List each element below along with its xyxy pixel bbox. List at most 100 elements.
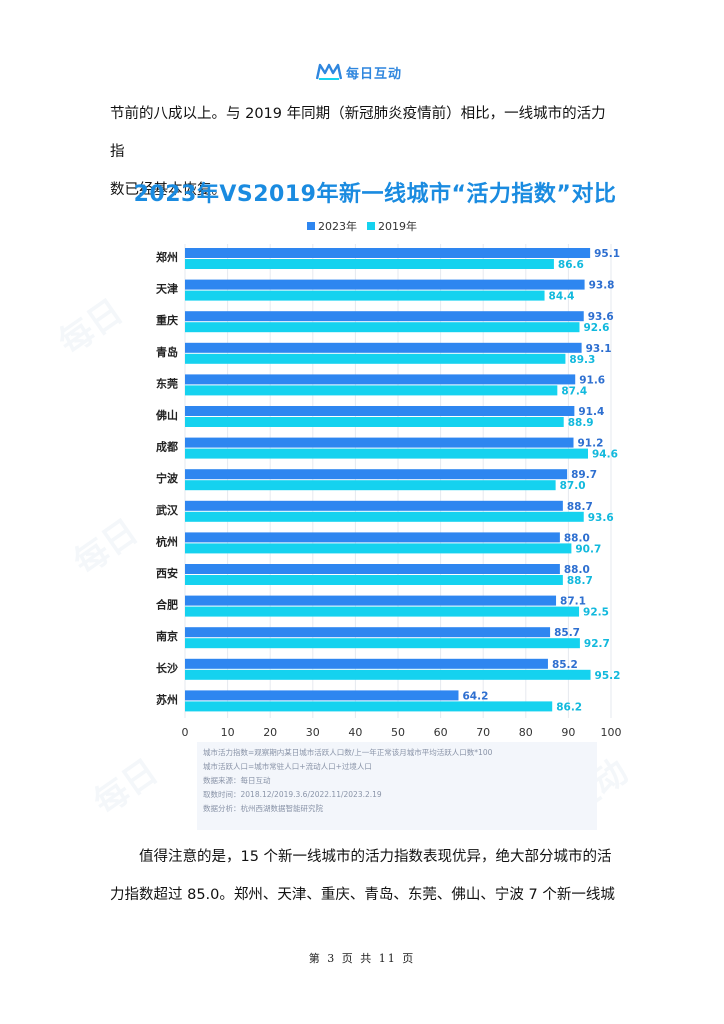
paragraph-line: 值得注意的是，15 个新一线城市的活力指数表现优异，绝大部分城市的活 (139, 849, 612, 865)
bar-2019 (185, 575, 563, 585)
category-label: 杭州 (156, 534, 178, 548)
category-label: 西安 (156, 566, 178, 580)
chart-note: 城市活力指数=观察期内某日城市活跃人口数/上一年正常该月城市平均活跃人口数*10… (203, 748, 493, 757)
bar-2023 (185, 374, 576, 385)
x-tick-label: 40 (348, 726, 362, 739)
bar-2023 (185, 690, 459, 701)
chart-note: 数据分析：杭州西湖数据智能研究院 (203, 804, 323, 813)
data-label: 87.4 (561, 385, 587, 397)
bar-2019 (185, 259, 554, 269)
bar-2019 (185, 353, 566, 364)
bar-2023 (185, 437, 574, 448)
bar-2019 (185, 638, 580, 649)
data-label: 90.7 (575, 543, 601, 555)
x-tick-label: 60 (434, 726, 448, 739)
paragraph-line: 力指数超过 85.0。郑州、天津、重庆、青岛、东莞、佛山、宁波 7 个新一线城 (110, 887, 615, 903)
header-logo: 每日互动 (316, 62, 402, 82)
legend-label: 2019年 (378, 220, 417, 233)
bar-2019 (185, 480, 556, 491)
data-label: 91.6 (579, 374, 605, 386)
x-tick-label: 50 (391, 726, 405, 739)
data-label: 95.1 (594, 248, 620, 260)
data-label: 89.7 (571, 469, 597, 481)
bar-2023 (185, 248, 591, 258)
data-label: 88.7 (567, 501, 593, 513)
x-tick-label: 10 (221, 726, 235, 739)
bar-2019 (185, 448, 588, 459)
legend-swatch-2023 (307, 222, 315, 230)
category-label: 重庆 (156, 313, 178, 327)
data-label: 91.4 (578, 406, 604, 418)
data-label: 85.7 (554, 627, 580, 639)
bar-2023 (185, 595, 557, 606)
data-label: 86.2 (556, 701, 582, 713)
category-label: 合肥 (156, 598, 178, 612)
bar-2019 (185, 385, 558, 396)
data-label: 86.6 (558, 259, 584, 271)
data-label: 88.0 (564, 532, 590, 544)
x-tick-label: 20 (263, 726, 277, 739)
x-tick-label: 30 (306, 726, 320, 739)
data-label: 91.2 (578, 438, 604, 450)
category-label: 宁波 (156, 471, 179, 485)
paragraph-line: 数已经基本恢复。 (110, 182, 226, 198)
x-tick-label: 80 (519, 726, 533, 739)
bar-2023 (185, 311, 584, 322)
bar-2019 (185, 606, 580, 617)
chart-notes: 城市活力指数=观察期内某日城市活跃人口数/上一年正常该月城市平均活跃人口数*10… (197, 742, 597, 830)
data-label: 87.0 (560, 480, 586, 492)
category-label: 南京 (156, 629, 178, 643)
data-label: 92.6 (583, 322, 609, 334)
bar-2023 (185, 532, 560, 543)
category-label: 青岛 (156, 345, 178, 359)
category-label: 成都 (156, 440, 178, 454)
data-label: 93.6 (588, 311, 614, 323)
paragraph-line: 节前的八成以上。与 2019 年同期（新冠肺炎疫情前）相比，一线城市的活力指 (110, 106, 606, 160)
legend-label: 2023年 (318, 220, 357, 233)
category-label: 佛山 (155, 408, 178, 422)
x-tick-label: 90 (561, 726, 575, 739)
data-label: 84.4 (549, 291, 575, 303)
bar-2019 (185, 290, 545, 301)
bar-2019 (185, 701, 553, 712)
data-label: 92.7 (584, 638, 610, 650)
bar-2019 (185, 511, 584, 522)
bar-2023 (185, 279, 585, 290)
category-label: 东莞 (156, 376, 178, 390)
chart-note: 数据来源：每日互动 (203, 776, 271, 785)
data-label: 85.2 (552, 659, 578, 671)
watermark: 每日 (86, 751, 166, 824)
brand-name: 每日互动 (346, 66, 403, 82)
data-label: 93.8 (589, 280, 615, 292)
page-footer: 第 3 页 共 11 页 (308, 952, 416, 965)
brand-logo-icon (316, 63, 342, 80)
data-label: 93.6 (588, 512, 614, 524)
chart-note: 城市活跃人口=城市常驻人口+流动人口+过境人口 (203, 762, 372, 771)
category-label: 郑州 (156, 250, 178, 264)
bar-2019 (185, 669, 591, 680)
bar-2023 (185, 627, 551, 638)
category-label: 武汉 (156, 503, 179, 517)
bar-2019 (185, 417, 564, 427)
category-label: 天津 (156, 282, 178, 296)
bar-2023 (185, 406, 575, 416)
legend-swatch-2019 (367, 222, 375, 230)
bar-2019 (185, 543, 572, 554)
bar-chart: 郑州 95.186.6天津 93.884.4重庆 93.692.6青岛 93.189.3… (155, 244, 622, 739)
data-label: 64.2 (462, 690, 488, 702)
data-label: 92.5 (583, 607, 609, 619)
chart-title: 2023年VS2019年新一线城市“活力指数”对比 (133, 182, 617, 207)
data-label: 89.3 (569, 354, 595, 366)
x-tick-label: 100 (601, 726, 622, 739)
data-label: 88.7 (567, 575, 593, 587)
legend-item-2019: 2019年 (367, 218, 417, 234)
data-label: 87.1 (560, 596, 586, 608)
x-tick-label: 70 (476, 726, 490, 739)
bar-2023 (185, 564, 560, 574)
data-label: 88.9 (568, 417, 594, 429)
chart-note: 取数时间：2018.12/2019.3.6/2022.11/2023.2.19 (203, 790, 382, 799)
paragraph-top: 节前的八成以上。与 2019 年同期（新冠肺炎疫情前）相比，一线城市的活力指 数… (110, 95, 620, 209)
data-label: 88.0 (564, 564, 590, 576)
category-label: 长沙 (156, 661, 178, 675)
bar-2019 (185, 322, 580, 333)
